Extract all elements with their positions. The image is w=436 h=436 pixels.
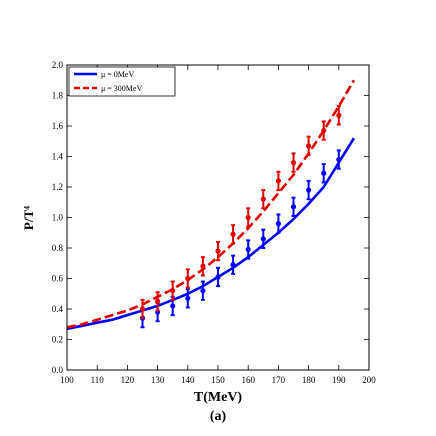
x-tick-label-4: 140 [181, 375, 195, 385]
point-mu0-9 [275, 221, 281, 227]
x-tick-label-7: 170 [272, 375, 286, 385]
point-mu0-13 [336, 156, 342, 163]
y-tick-label-0: 0.0 [52, 365, 64, 375]
y-tick-label-5: 1.0 [52, 213, 64, 223]
x-axis-label: T(MeV) [194, 390, 243, 405]
x-tick-label-5: 150 [211, 375, 225, 385]
point-mu300-5 [215, 248, 221, 254]
point-mu0-10 [290, 204, 297, 210]
point-mu300-7 [245, 214, 251, 221]
point-mu0-4 [200, 288, 206, 294]
point-mu0-11 [306, 187, 312, 193]
y-tick-label-9: 1.8 [52, 91, 64, 101]
point-mu300-3 [185, 275, 191, 282]
x-tick-label-10: 200 [362, 375, 376, 385]
point-mu0-8 [260, 236, 266, 242]
point-mu0-7 [245, 246, 251, 253]
y-tick-label-4: 0.8 [52, 243, 64, 253]
point-mu300-12 [321, 127, 327, 134]
x-tick-label-2: 120 [121, 375, 135, 385]
point-mu300-8 [260, 196, 266, 202]
point-mu0-12 [321, 170, 327, 176]
plot-area [66, 79, 356, 331]
point-mu300-0 [139, 306, 146, 312]
x-tick-label-6: 160 [241, 375, 255, 385]
point-mu300-11 [306, 143, 312, 149]
x-tick-label-3: 130 [151, 375, 165, 385]
legend-label-mu300: μ = 300MeV [101, 84, 142, 93]
y-tick-label-10: 2.0 [52, 60, 64, 70]
y-tick-label-3: 0.6 [52, 274, 64, 284]
y-tick-label-7: 1.4 [52, 152, 64, 162]
x-tick-label-0: 100 [60, 375, 74, 385]
point-mu0-6 [230, 262, 236, 268]
point-mu300-9 [275, 178, 281, 184]
x-tick-label-8: 180 [302, 375, 316, 385]
point-mu300-1 [155, 298, 161, 304]
plot-frame [66, 64, 370, 371]
x-tick-label-1: 110 [91, 375, 105, 385]
y-tick-label-1: 0.2 [52, 335, 63, 345]
point-mu300-13 [336, 112, 342, 118]
point-mu300-6 [230, 231, 236, 237]
y-tick-label-8: 1.6 [52, 121, 64, 131]
point-mu300-4 [200, 263, 206, 269]
x-tick-label-9: 190 [332, 375, 346, 385]
figure-caption: (a) [210, 409, 227, 424]
y-tick-label-2: 0.4 [52, 304, 64, 314]
point-mu0-3 [185, 295, 191, 301]
point-mu300-2 [170, 288, 176, 294]
curve-mu0 [66, 137, 356, 331]
legend-label-mu0: μ = 0MeV [101, 70, 134, 79]
legend: μ = 0MeV μ = 300MeV [68, 66, 176, 97]
y-axis-label: P/T⁴ [21, 206, 36, 230]
point-mu0-5 [215, 274, 221, 280]
legend-box [68, 66, 176, 97]
curve-mu300 [66, 79, 356, 329]
axis-ticks: 100 110 120 130 140 150 160 170 180 190 200 0.0 0.2 0… [52, 60, 377, 385]
point-mu300-10 [290, 160, 297, 166]
point-mu0-2 [170, 303, 176, 309]
y-tick-label-6: 1.2 [52, 182, 63, 192]
